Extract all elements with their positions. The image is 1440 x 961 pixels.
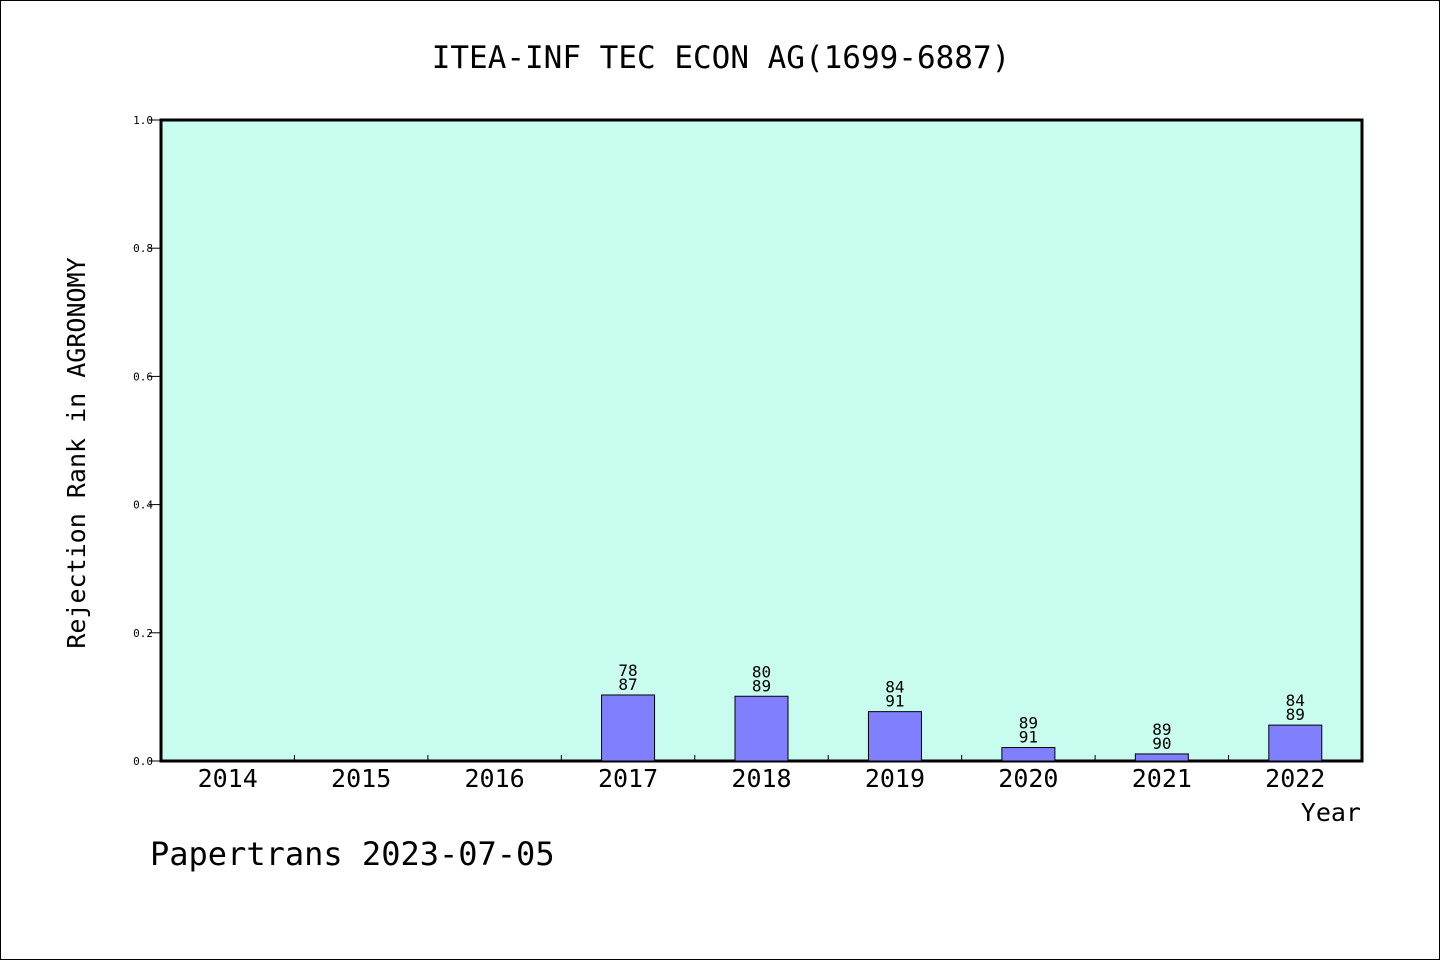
y-tick-label: 0.2 (133, 627, 153, 640)
bar-label-bottom: 87 (618, 675, 637, 694)
x-tick-label: 2018 (731, 764, 791, 793)
x-tick-label: 2015 (331, 764, 391, 793)
y-tick-label: 0.8 (133, 242, 153, 255)
bar-label-top: 80 (752, 662, 771, 681)
y-tick-label: 0.4 (133, 499, 153, 512)
bar-label-bottom: 89 (752, 676, 771, 695)
bar (1268, 724, 1323, 762)
x-tick-label: 2020 (998, 764, 1058, 793)
bar-label-top: 89 (1152, 720, 1171, 739)
x-tick-label: 2019 (865, 764, 925, 793)
x-tick-label: 2021 (1132, 764, 1192, 793)
bar-label-top: 84 (885, 678, 904, 697)
bar (867, 711, 922, 762)
bar-label-top: 84 (1286, 691, 1305, 710)
y-tick-label: 1.0 (133, 114, 153, 127)
plot-area (159, 118, 1364, 763)
bar-label-bottom: 91 (1019, 728, 1038, 747)
x-tick-label: 2022 (1265, 764, 1325, 793)
bar-label-bottom: 91 (885, 692, 904, 711)
bar (734, 695, 789, 762)
bar-label-top: 89 (1019, 714, 1038, 733)
footer-text: Papertrans 2023-07-05 (150, 835, 555, 873)
x-tick-label: 2014 (198, 764, 258, 793)
x-axis: 2014 2015 2016 2017 2018 2019 2020 2021 2022 (198, 755, 1325, 793)
y-axis-label: Rejection Rank in AGRONOMY (62, 257, 91, 648)
y-tick-label: 0.0 (133, 755, 153, 768)
bar (601, 694, 656, 762)
x-tick-label: 2016 (465, 764, 525, 793)
bar-label-bottom: 90 (1152, 734, 1171, 753)
chart-title: ITEA-INF TEC ECON AG(1699-6887) (432, 40, 1011, 76)
bar-label-bottom: 89 (1286, 705, 1305, 724)
bars (601, 694, 1323, 762)
y-tick-label: 0.6 (133, 370, 153, 383)
bar (1001, 747, 1056, 762)
bar (1134, 753, 1189, 762)
x-axis-label: Year (1301, 798, 1361, 827)
y-axis: 0.0 0.2 0.4 0.6 0.8 1.0 (133, 114, 161, 768)
x-tick-label: 2017 (598, 764, 658, 793)
bar-label-top: 78 (618, 661, 637, 680)
